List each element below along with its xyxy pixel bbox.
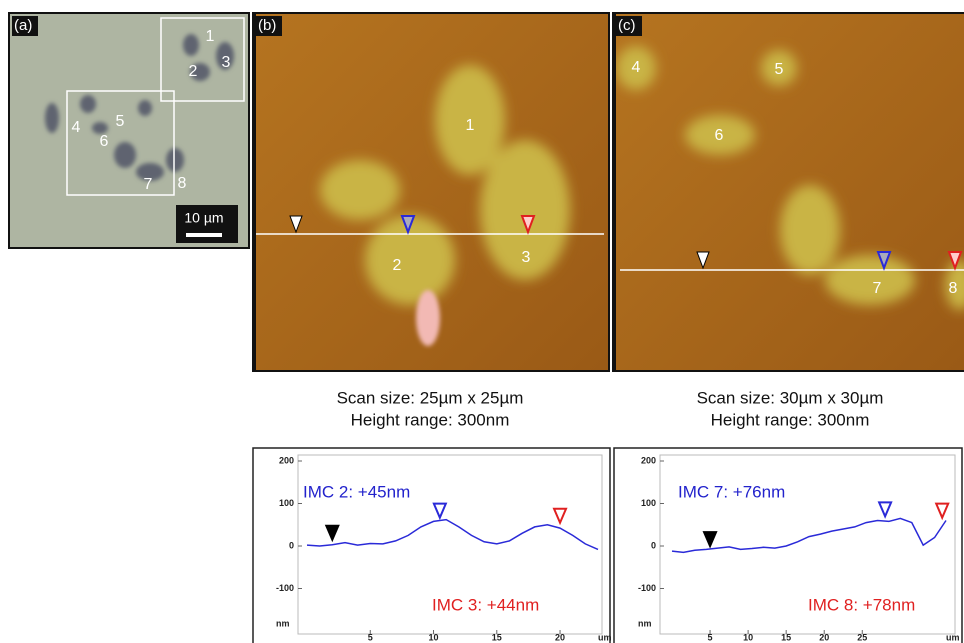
y-tick-label: -100 [638, 583, 656, 593]
y-tick-label: 100 [279, 498, 294, 508]
y-tick-label: 100 [641, 498, 656, 508]
imc-number: 6 [715, 127, 724, 144]
x-tick-label: 20 [819, 632, 829, 642]
y-tick-label: 0 [289, 540, 294, 550]
imc-number: 2 [393, 257, 402, 274]
y-tick-label: 200 [279, 455, 294, 465]
annotation: IMC 8: +78nm [808, 595, 915, 614]
profile-marker [432, 502, 448, 521]
profile-line [671, 517, 947, 554]
x-tick-label: 5 [708, 632, 713, 642]
imc-number: 3 [522, 249, 531, 266]
imc-number: 7 [873, 280, 882, 297]
annotation: IMC 2: +45nm [303, 482, 410, 501]
x-tick-label: 5 [368, 632, 373, 642]
imc-number: 2 [189, 63, 198, 80]
profile-marker [934, 502, 950, 521]
annotation: IMC 7: +76nm [678, 482, 785, 501]
imc-number: 8 [949, 280, 958, 297]
panel-label: (c) [618, 17, 636, 34]
imc-number: 6 [100, 133, 109, 150]
scan-size: Scan size: 25µm x 25µm [337, 388, 524, 407]
scale-bar-label: 10 µm [184, 210, 223, 226]
profile-marker [877, 501, 893, 519]
x-tick-label: 15 [492, 632, 502, 642]
y-unit: nm [638, 618, 652, 628]
panel-label: (a) [14, 17, 32, 34]
profile-marker [702, 531, 718, 549]
x-unit: um [946, 632, 960, 642]
x-unit: um [598, 632, 612, 642]
chart-frame [252, 447, 611, 643]
panel-a: (a) 1 2 3 4 5 6 7 8 10 µm [8, 12, 250, 249]
chart-frame [613, 447, 963, 643]
imc-number: 5 [775, 61, 784, 78]
y-tick-label: 200 [641, 455, 656, 465]
height-range: Height range: 300nm [711, 410, 870, 429]
annotation: IMC 3: +44nm [432, 595, 539, 614]
y-tick-label: 0 [651, 540, 656, 550]
x-tick-label: 20 [555, 632, 565, 642]
imc-number: 1 [466, 117, 475, 134]
panel-c: (c) 4 5 6 7 8 Scan size: 30µm x 30µm Hei… [612, 12, 964, 429]
imc-number: 8 [178, 175, 187, 192]
imc-number: 3 [222, 54, 231, 71]
x-tick-label: 25 [857, 632, 867, 642]
imc-number: 7 [144, 176, 153, 193]
y-unit: nm [276, 618, 290, 628]
imc-number: 4 [72, 119, 81, 136]
profile-marker [552, 507, 568, 526]
scan-size: Scan size: 30µm x 30µm [697, 388, 884, 407]
imc-number: 1 [206, 28, 215, 45]
panel-b: (b) 1 2 3 Scan size: 25µm x 25µm Height … [252, 12, 610, 429]
plot-area [297, 454, 603, 635]
x-tick-label: 10 [743, 632, 753, 642]
panel-label: (b) [258, 17, 276, 34]
y-tick-label: -100 [276, 583, 294, 593]
profile-line [306, 518, 599, 551]
imc-number: 5 [116, 113, 125, 130]
x-tick-label: 10 [429, 632, 439, 642]
profile-marker [324, 524, 340, 543]
x-tick-label: 15 [781, 632, 791, 642]
height-range: Height range: 300nm [351, 410, 510, 429]
imc-number: 4 [632, 59, 641, 76]
